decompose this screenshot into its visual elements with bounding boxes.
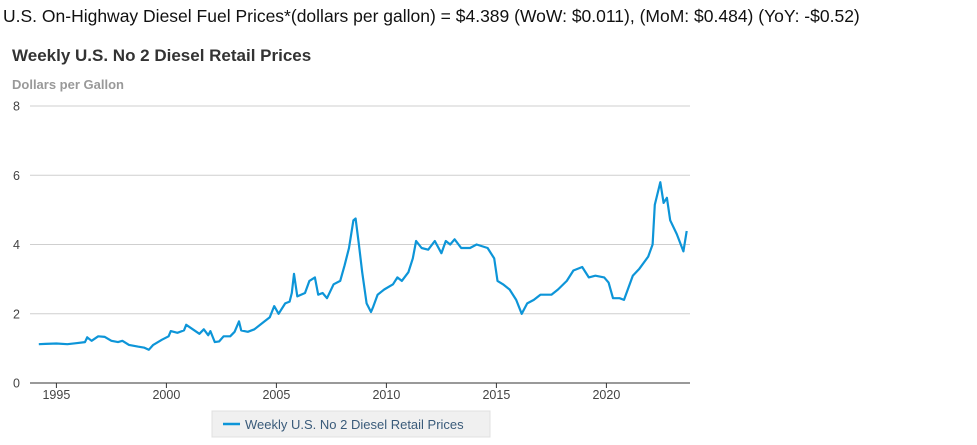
x-tick-label: 2005	[262, 388, 290, 402]
x-tick-label: 1995	[42, 388, 70, 402]
legend[interactable]: Weekly U.S. No 2 Diesel Retail Prices	[211, 410, 491, 438]
y-axis-title: Dollars per Gallon	[12, 77, 124, 92]
x-axis-ticks: 1995 2000 2005 2010 2015 2020	[42, 383, 620, 402]
y-tick-label: 4	[13, 238, 20, 252]
legend-label: Weekly U.S. No 2 Diesel Retail Prices	[245, 417, 464, 432]
legend-box	[211, 410, 491, 438]
y-tick-label: 8	[13, 100, 20, 114]
chart-title: Weekly U.S. No 2 Diesel Retail Prices	[12, 46, 311, 65]
y-tick-label: 6	[13, 169, 20, 183]
series-line-diesel-price[interactable]	[38, 181, 688, 351]
headline-price-summary: U.S. On-Highway Diesel Fuel Prices*(doll…	[3, 6, 860, 26]
y-axis-ticks: 0 2 4 6 8	[13, 100, 20, 391]
y-tick-label: 2	[13, 307, 20, 321]
x-tick-label: 2010	[372, 388, 400, 402]
gridlines	[30, 105, 690, 315]
y-tick-label: 0	[13, 377, 20, 391]
x-tick-label: 2015	[482, 388, 510, 402]
x-tick-label: 2020	[592, 388, 620, 402]
x-tick-label: 2000	[152, 388, 180, 402]
